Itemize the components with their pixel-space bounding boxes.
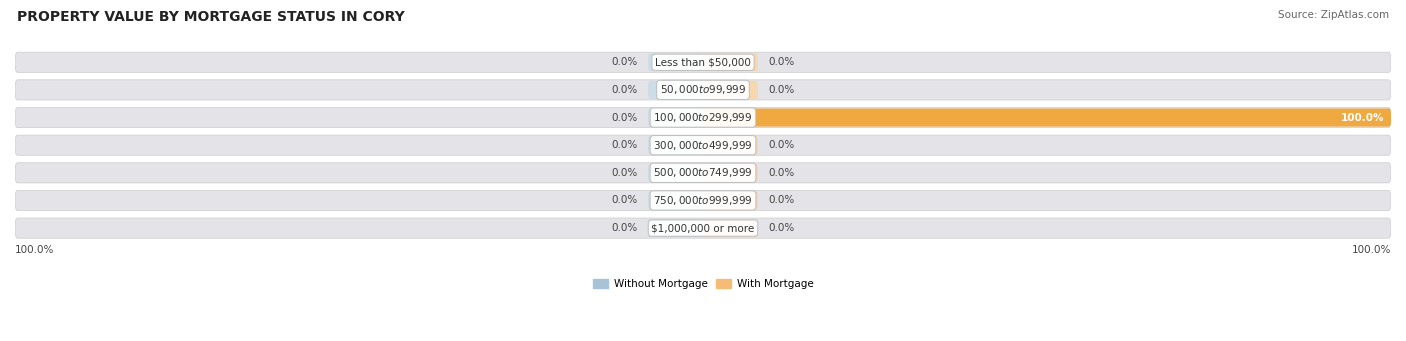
FancyBboxPatch shape <box>15 218 1391 238</box>
FancyBboxPatch shape <box>15 135 1391 155</box>
Legend: Without Mortgage, With Mortgage: Without Mortgage, With Mortgage <box>589 275 817 293</box>
Text: $300,000 to $499,999: $300,000 to $499,999 <box>654 139 752 152</box>
FancyBboxPatch shape <box>703 108 1391 127</box>
Text: 0.0%: 0.0% <box>612 195 638 206</box>
Text: 100.0%: 100.0% <box>1351 244 1391 255</box>
Text: 0.0%: 0.0% <box>768 85 794 95</box>
Text: 0.0%: 0.0% <box>612 168 638 178</box>
FancyBboxPatch shape <box>703 53 758 71</box>
FancyBboxPatch shape <box>703 81 758 99</box>
FancyBboxPatch shape <box>648 219 703 237</box>
Text: 0.0%: 0.0% <box>612 85 638 95</box>
FancyBboxPatch shape <box>648 136 703 154</box>
Text: 0.0%: 0.0% <box>612 57 638 67</box>
FancyBboxPatch shape <box>648 53 703 71</box>
FancyBboxPatch shape <box>703 164 758 182</box>
Text: PROPERTY VALUE BY MORTGAGE STATUS IN CORY: PROPERTY VALUE BY MORTGAGE STATUS IN COR… <box>17 10 405 24</box>
FancyBboxPatch shape <box>15 107 1391 128</box>
Text: 0.0%: 0.0% <box>768 223 794 233</box>
Text: 0.0%: 0.0% <box>612 140 638 150</box>
Text: $100,000 to $299,999: $100,000 to $299,999 <box>654 111 752 124</box>
Text: 0.0%: 0.0% <box>612 223 638 233</box>
Text: Source: ZipAtlas.com: Source: ZipAtlas.com <box>1278 10 1389 20</box>
FancyBboxPatch shape <box>15 190 1391 210</box>
Text: 100.0%: 100.0% <box>1340 113 1384 122</box>
Text: 0.0%: 0.0% <box>768 168 794 178</box>
FancyBboxPatch shape <box>648 164 703 182</box>
FancyBboxPatch shape <box>15 52 1391 72</box>
FancyBboxPatch shape <box>703 192 758 209</box>
FancyBboxPatch shape <box>703 219 758 237</box>
Text: 100.0%: 100.0% <box>15 244 55 255</box>
FancyBboxPatch shape <box>15 80 1391 100</box>
Text: 0.0%: 0.0% <box>768 57 794 67</box>
FancyBboxPatch shape <box>648 108 703 127</box>
Text: $50,000 to $99,999: $50,000 to $99,999 <box>659 84 747 97</box>
FancyBboxPatch shape <box>15 163 1391 183</box>
FancyBboxPatch shape <box>648 81 703 99</box>
Text: Less than $50,000: Less than $50,000 <box>655 57 751 67</box>
FancyBboxPatch shape <box>648 192 703 209</box>
Text: 0.0%: 0.0% <box>612 113 638 122</box>
Text: $500,000 to $749,999: $500,000 to $749,999 <box>654 166 752 179</box>
Text: $1,000,000 or more: $1,000,000 or more <box>651 223 755 233</box>
FancyBboxPatch shape <box>703 136 758 154</box>
Text: $750,000 to $999,999: $750,000 to $999,999 <box>654 194 752 207</box>
Text: 0.0%: 0.0% <box>768 140 794 150</box>
Text: 0.0%: 0.0% <box>768 195 794 206</box>
